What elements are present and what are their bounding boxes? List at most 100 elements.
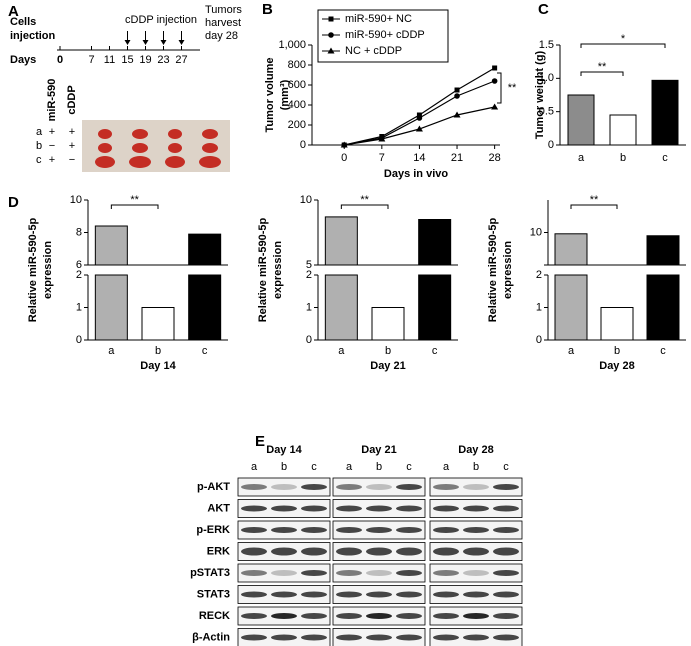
- blot-band: [241, 505, 267, 512]
- blot-band: [271, 484, 297, 490]
- x-tick-label: a: [338, 345, 345, 357]
- blot-band: [241, 591, 267, 598]
- sign: +: [69, 140, 75, 152]
- x-tick-label: c: [202, 345, 208, 357]
- sign: +: [49, 154, 55, 166]
- bar: [567, 94, 595, 146]
- tumor: [165, 156, 185, 168]
- day-label: 11: [104, 54, 115, 66]
- blot-band: [301, 570, 327, 576]
- blot-band: [463, 527, 489, 533]
- y-tick-label: 600: [288, 79, 306, 91]
- row-label: b: [36, 140, 42, 152]
- lane-label: b: [473, 461, 479, 473]
- bar: [646, 235, 680, 266]
- blot-band: [241, 634, 267, 641]
- bar: [324, 216, 358, 266]
- blot-band: [366, 634, 392, 641]
- sign: −: [69, 154, 75, 166]
- y-tick-label: 0: [76, 334, 82, 346]
- x-tick-label: 28: [489, 152, 501, 164]
- group-label: Day 28: [458, 444, 493, 456]
- bar: [188, 274, 222, 341]
- significance-label: **: [598, 61, 607, 73]
- significance-bracket: [340, 204, 389, 209]
- blot-box: [332, 477, 426, 497]
- significance-bracket: [570, 204, 618, 209]
- blot-band: [301, 591, 327, 598]
- y-tick-label: 6: [76, 259, 82, 271]
- y-tick-label: 0: [306, 334, 312, 346]
- blot-band: [301, 547, 327, 556]
- lane-label: c: [406, 461, 412, 473]
- blot-band: [396, 570, 422, 576]
- y-tick-label: 10: [300, 194, 312, 206]
- blot-band: [301, 505, 327, 512]
- blot-band: [396, 527, 422, 533]
- panel-label: B: [262, 1, 273, 18]
- blot-band: [301, 527, 327, 533]
- y-axis-label: Tumor weight (g): [534, 50, 546, 139]
- y-axis-label: Relative miR-590-5p: [257, 217, 269, 322]
- lane-label: a: [443, 461, 450, 473]
- marker: [416, 115, 423, 121]
- significance-label: **: [590, 194, 599, 206]
- blot-band: [336, 570, 362, 576]
- blot-band: [493, 570, 519, 576]
- blot-band: [336, 591, 362, 598]
- blot-band: [241, 570, 267, 576]
- blot-band: [271, 591, 297, 598]
- legend-label: miR-590+ NC: [345, 13, 412, 25]
- cells-injection: Cells: [10, 16, 36, 28]
- y-tick-label: 200: [288, 119, 306, 131]
- marker: [453, 111, 461, 118]
- marker: [491, 103, 499, 110]
- y-tick-label: 1: [536, 301, 542, 313]
- blot-band: [271, 527, 297, 533]
- panel-label: C: [538, 1, 549, 18]
- marker: [378, 135, 386, 142]
- bar: [554, 274, 588, 341]
- marker: [491, 78, 498, 84]
- significance-label: **: [508, 82, 517, 94]
- y-tick-label: 2: [536, 269, 542, 281]
- tumor: [132, 129, 148, 139]
- group-label: Day 21: [361, 444, 396, 456]
- y-tick-label: 10: [70, 194, 82, 206]
- tumor: [168, 143, 182, 153]
- marker: [415, 125, 423, 132]
- y-tick-label: 1: [306, 301, 312, 313]
- y-tick-label: 1,000: [278, 39, 306, 51]
- y-axis-label: Tumor volume: [264, 58, 276, 133]
- tumor: [202, 129, 218, 139]
- x-tick-label: a: [108, 345, 115, 357]
- sign: −: [49, 140, 55, 152]
- lane-label: c: [311, 461, 317, 473]
- significance-label: *: [621, 33, 626, 45]
- blot-band: [433, 527, 459, 533]
- marker: [328, 16, 334, 22]
- blot-band: [241, 613, 267, 619]
- blot-band: [463, 484, 489, 490]
- arrow-head: [160, 40, 167, 45]
- row-label: STAT3: [197, 588, 230, 600]
- blot-band: [433, 505, 459, 512]
- bar: [94, 225, 128, 266]
- panel-label: E: [255, 433, 265, 450]
- row-label: ERK: [207, 545, 230, 557]
- blot-band: [241, 527, 267, 533]
- group-label: Day 14: [266, 444, 302, 456]
- y-tick-label: 5: [306, 259, 312, 271]
- sign: +: [49, 126, 55, 138]
- day-label: 19: [139, 54, 151, 66]
- x-axis-label: Days in vivo: [384, 168, 448, 180]
- legend-box: [317, 9, 449, 63]
- y-tick-label: 1.5: [539, 39, 554, 51]
- x-tick-label: b: [620, 152, 626, 164]
- day-label: 27: [175, 54, 187, 66]
- blot-band: [241, 484, 267, 490]
- blot-box: [429, 477, 523, 497]
- marker: [454, 93, 460, 99]
- blot-band: [493, 613, 519, 619]
- y-tick-label: 1.0: [539, 72, 554, 84]
